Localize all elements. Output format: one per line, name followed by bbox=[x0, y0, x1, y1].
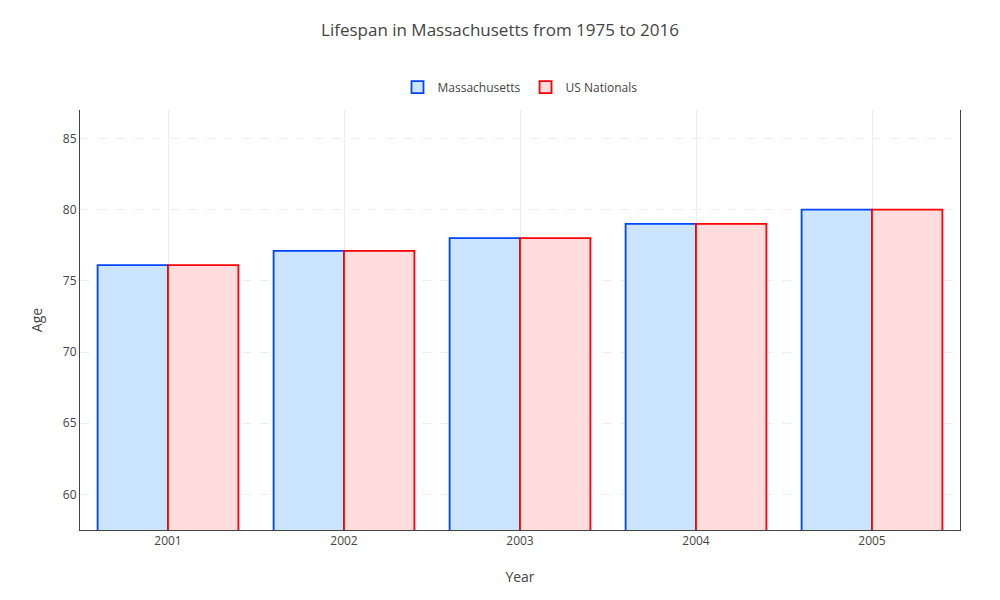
svg-text:2005: 2005 bbox=[858, 532, 886, 549]
svg-text:US Nationals: US Nationals bbox=[566, 79, 638, 96]
svg-text:Lifespan in Massachusetts from: Lifespan in Massachusetts from 1975 to 2… bbox=[321, 18, 679, 41]
svg-text:65: 65 bbox=[63, 414, 77, 431]
svg-text:2004: 2004 bbox=[682, 532, 710, 549]
svg-text:2003: 2003 bbox=[506, 532, 534, 549]
svg-text:75: 75 bbox=[63, 272, 77, 289]
svg-text:70: 70 bbox=[63, 343, 77, 360]
svg-text:60: 60 bbox=[63, 486, 77, 503]
svg-text:85: 85 bbox=[63, 130, 77, 147]
svg-text:Massachusetts: Massachusetts bbox=[438, 79, 521, 96]
svg-text:2001: 2001 bbox=[154, 532, 181, 549]
svg-text:80: 80 bbox=[63, 201, 77, 218]
svg-text:Year: Year bbox=[505, 567, 534, 586]
svg-text:2002: 2002 bbox=[330, 532, 358, 549]
svg-text:Age: Age bbox=[27, 308, 46, 332]
